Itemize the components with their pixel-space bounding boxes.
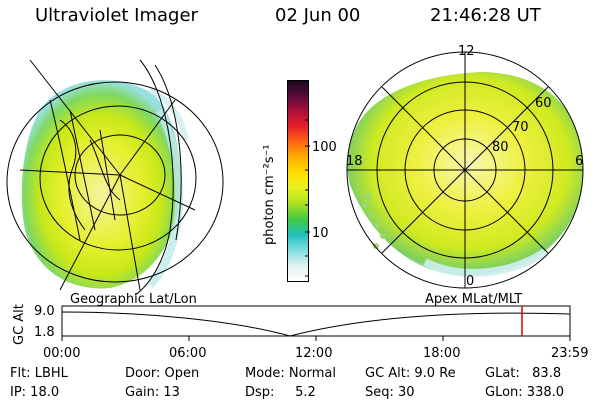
time-label: 21:46:28 UT (430, 5, 541, 26)
left-coordinate-grid (6, 59, 224, 296)
right-dots (362, 193, 386, 249)
status-gc-alt: GC Alt: 9.0 Re (365, 366, 456, 381)
colorbar-tick-10: 10 (312, 226, 329, 241)
altitude-ytick-low: 1.8 (34, 325, 55, 340)
altitude-ylabel: GC Alt (12, 304, 27, 345)
altitude-xtick-1: 06:00 (169, 346, 207, 361)
status-glat: GLat: 83.8 (485, 366, 562, 381)
altitude-xtick-2: 12:00 (295, 346, 333, 361)
altitude-xtick-3: 18:00 (423, 346, 461, 361)
instrument-title: Ultraviolet Imager (35, 5, 198, 26)
mlt-label-6: 6 (575, 154, 584, 169)
status-glon: GLon: 338.0 (485, 385, 565, 400)
lat-label-80: 80 (492, 140, 509, 155)
colorbar-ticks (305, 119, 310, 277)
left-panel-label: Geographic Lat/Lon (70, 292, 197, 307)
status-door: Door: Open (125, 366, 200, 381)
right-panel-label: Apex MLat/MLT (425, 292, 523, 307)
status-flt: Flt: LBHL (10, 366, 68, 381)
altitude-ytick-high: 9.0 (34, 304, 55, 319)
polar-grid (346, 51, 584, 289)
mlt-label-12: 12 (458, 44, 475, 59)
status-seq: Seq: 30 (365, 385, 415, 400)
colorbar-unit-label: photon cm⁻²s⁻¹ (262, 144, 277, 245)
altitude-xtick-4: 23:59 (551, 346, 589, 361)
lat-label-60: 60 (535, 96, 552, 111)
lat-label-70: 70 (512, 120, 529, 135)
status-ip: IP: 18.0 (10, 385, 60, 400)
mlt-label-18: 18 (346, 154, 363, 169)
status-mode: Mode: Normal (245, 366, 336, 381)
date-label: 02 Jun 00 (275, 5, 361, 26)
altitude-xtick-0: 00:00 (43, 346, 81, 361)
altitude-plot (61, 305, 571, 341)
status-dsp: Dsp: 5.2 (245, 385, 316, 400)
colorbar-tick-100: 100 (312, 140, 337, 155)
colorbar (287, 80, 309, 282)
left-aurora-oval (21, 80, 189, 289)
status-gain: Gain: 13 (125, 385, 180, 400)
mlt-label-0: 0 (466, 274, 475, 289)
